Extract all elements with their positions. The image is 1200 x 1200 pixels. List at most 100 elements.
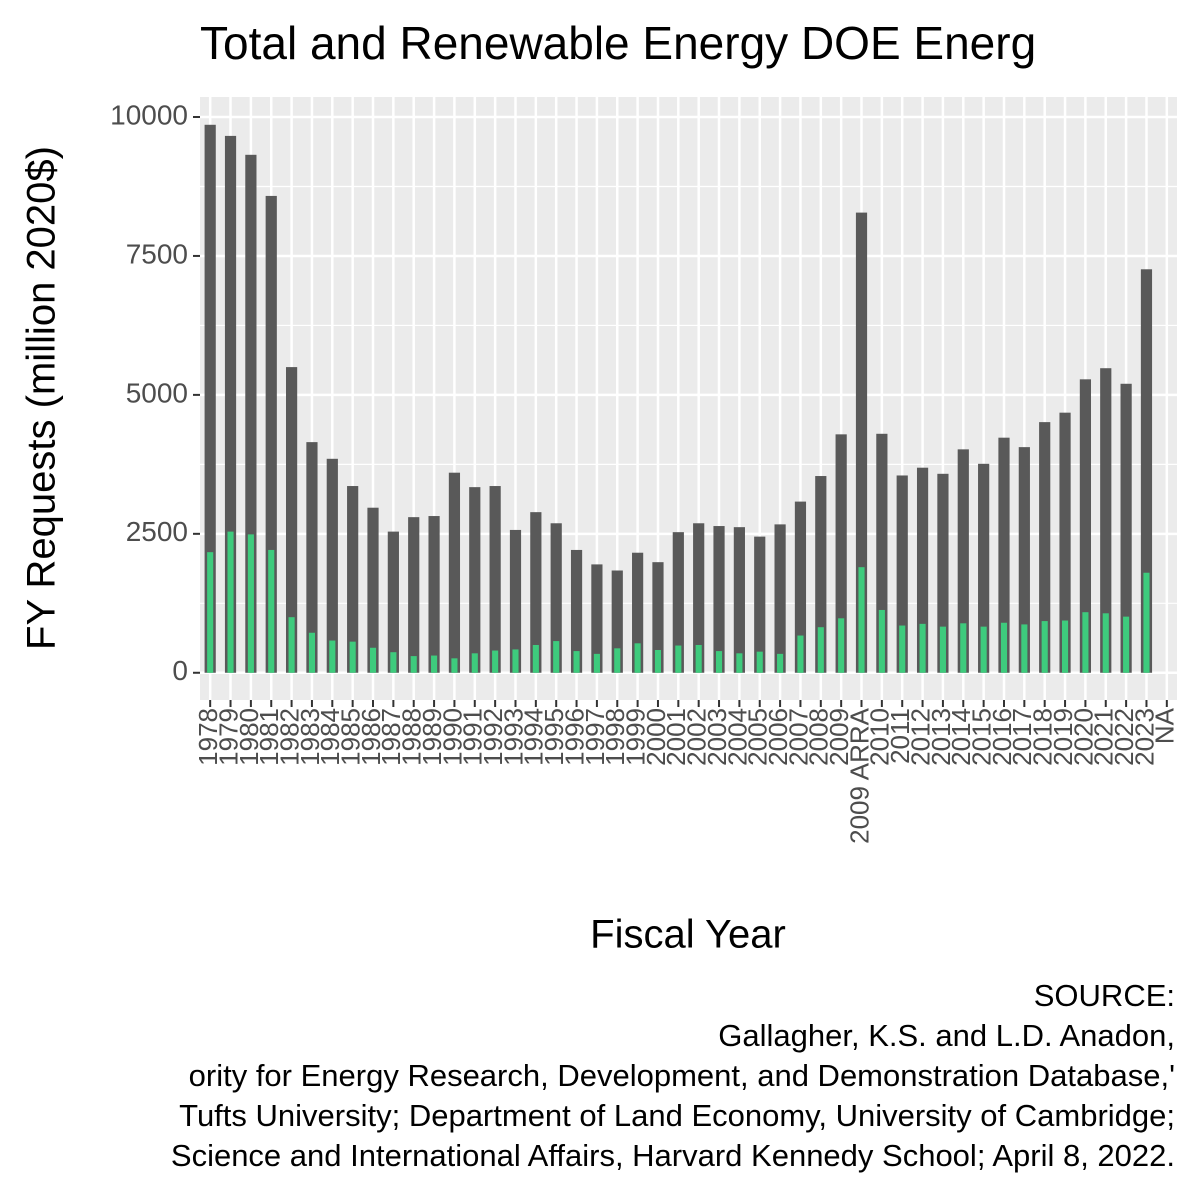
x-tick-label: 2000 [641, 708, 671, 766]
panel [200, 97, 1177, 700]
bar [530, 512, 542, 673]
bar [570, 549, 583, 673]
y-tick-label: 0 [172, 655, 188, 686]
x-tick-label: 2014 [946, 708, 976, 766]
bar [1120, 383, 1132, 673]
bar [512, 649, 519, 673]
bar [858, 567, 865, 673]
caption-line: ority for Energy Research, Development, … [189, 1058, 1175, 1093]
x-tick-label: 1978 [193, 708, 223, 766]
bar [408, 517, 420, 673]
bar [715, 651, 723, 673]
x-tick-label: 1987 [376, 708, 406, 766]
bar [794, 501, 807, 673]
bar [838, 618, 845, 673]
x-tick-label: 2009 ARRA [844, 707, 874, 844]
x-tick-label: 2017 [1007, 708, 1037, 766]
x-tick-label: 2010 [865, 708, 895, 766]
bar [733, 527, 745, 673]
x-tick-label: 2019 [1048, 708, 1078, 766]
bar [978, 463, 990, 673]
x-tick-label: 2007 [783, 708, 813, 766]
x-tick-label: 1982 [274, 708, 304, 766]
x-tick-label: 1983 [295, 708, 325, 766]
x-tick-label: NA [1150, 707, 1180, 744]
bar [347, 486, 359, 673]
bar [227, 531, 234, 673]
bar [774, 524, 786, 673]
bar [224, 135, 237, 673]
x-tick-label: 2022 [1109, 708, 1139, 766]
x-tick-label: 2023 [1129, 708, 1159, 766]
x-tick-label: 2012 [905, 708, 935, 766]
bar [672, 532, 684, 673]
bar [390, 652, 397, 673]
x-tick-label: 2016 [987, 708, 1017, 766]
x-tick-label: 2021 [1089, 708, 1119, 766]
bar [1039, 422, 1051, 673]
bar [532, 644, 539, 673]
bar [815, 476, 827, 673]
bar [693, 523, 705, 673]
bar [957, 449, 969, 673]
y-axis-title: FY Requests (million 2020$) [20, 146, 64, 650]
x-tick-label: 1992 [478, 708, 508, 766]
bar [614, 648, 621, 673]
bar [288, 617, 295, 673]
bar [1059, 412, 1071, 673]
bar [754, 536, 766, 673]
bar [207, 552, 214, 673]
bar [349, 641, 356, 673]
bar [593, 653, 600, 673]
bar [1100, 368, 1112, 673]
bar [878, 609, 885, 673]
bar [1102, 613, 1109, 673]
x-tick-label: 2004 [722, 708, 752, 766]
bar [1061, 620, 1069, 673]
bar [713, 526, 725, 673]
bar [245, 154, 257, 673]
x-tick-label: 2013 [926, 708, 956, 766]
x-tick-label: 2009 [824, 708, 854, 766]
bar [451, 658, 458, 673]
x-tick-label: 2002 [682, 708, 712, 766]
x-tick-label: 1981 [254, 708, 284, 766]
x-tick-label: 2011 [885, 708, 915, 764]
bar [448, 472, 461, 673]
bar [939, 626, 946, 673]
x-tick-label: 2020 [1068, 708, 1098, 766]
x-tick-label: 2005 [743, 708, 773, 766]
bar [998, 437, 1010, 673]
bar [817, 627, 824, 673]
bar [469, 487, 481, 673]
bar [960, 623, 967, 673]
bar [1123, 616, 1130, 673]
bar [285, 367, 298, 673]
x-tick-label: 1997 [580, 708, 610, 766]
bar [896, 475, 908, 673]
caption-line: Tufts University; Department of Land Eco… [179, 1098, 1175, 1133]
x-tick-label: 2018 [1028, 708, 1058, 766]
chart-title: Total and Renewable Energy DOE Energ [200, 17, 1036, 69]
x-tick-label: 2015 [967, 708, 997, 766]
x-tick-label: 1989 [417, 708, 447, 766]
bar [855, 212, 868, 673]
bar [204, 124, 216, 673]
x-tick-label: 1986 [356, 708, 386, 766]
bar [1021, 624, 1028, 673]
bar [326, 458, 338, 673]
bar [492, 650, 499, 673]
bar [695, 644, 702, 673]
bar [654, 649, 662, 673]
bar [387, 531, 399, 673]
bar [329, 640, 336, 673]
x-tick-label: 1979 [213, 708, 243, 766]
bar [1082, 612, 1089, 673]
bar [471, 653, 478, 673]
bar [736, 653, 743, 673]
bar [369, 647, 377, 673]
bar [919, 623, 926, 673]
bar [797, 635, 804, 673]
bar [980, 626, 987, 673]
